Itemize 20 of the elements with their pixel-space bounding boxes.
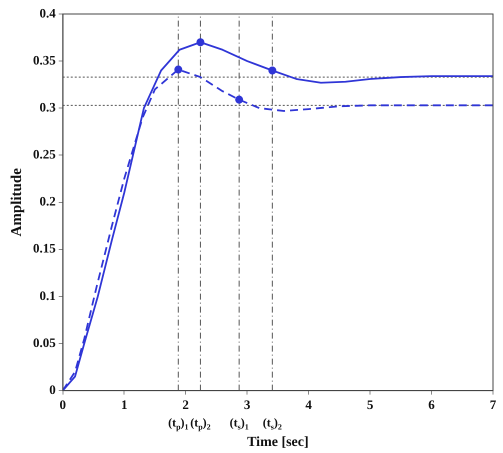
y-tick-label: 0.15 — [33, 240, 56, 256]
y-axis-title: Amplitude — [8, 168, 25, 236]
y-tick-label: 0 — [49, 382, 56, 397]
x-tick-label: 6 — [428, 396, 436, 412]
x-tick-label: 7 — [490, 396, 497, 412]
x-tick-label: 0 — [60, 396, 66, 412]
x-tick-label: 2 — [182, 396, 189, 412]
x-tick-label: 4 — [305, 396, 312, 412]
y-tick-label: 0.3 — [40, 100, 56, 115]
y-tick-label: 0.25 — [33, 146, 56, 162]
y-tick-label: 0.2 — [40, 194, 56, 209]
y-tick-label: 0.1 — [40, 288, 56, 303]
x-tick-label: 1 — [120, 396, 128, 412]
y-tick-label: 0.35 — [33, 52, 56, 68]
y-tick-label: 0.4 — [40, 5, 56, 20]
x-tick-label: 5 — [366, 396, 374, 412]
point — [174, 66, 182, 74]
x-axis-title: Time [sec] — [247, 435, 309, 450]
y-tick-label: 0.05 — [33, 334, 56, 350]
x-tick-label: 3 — [244, 396, 251, 412]
